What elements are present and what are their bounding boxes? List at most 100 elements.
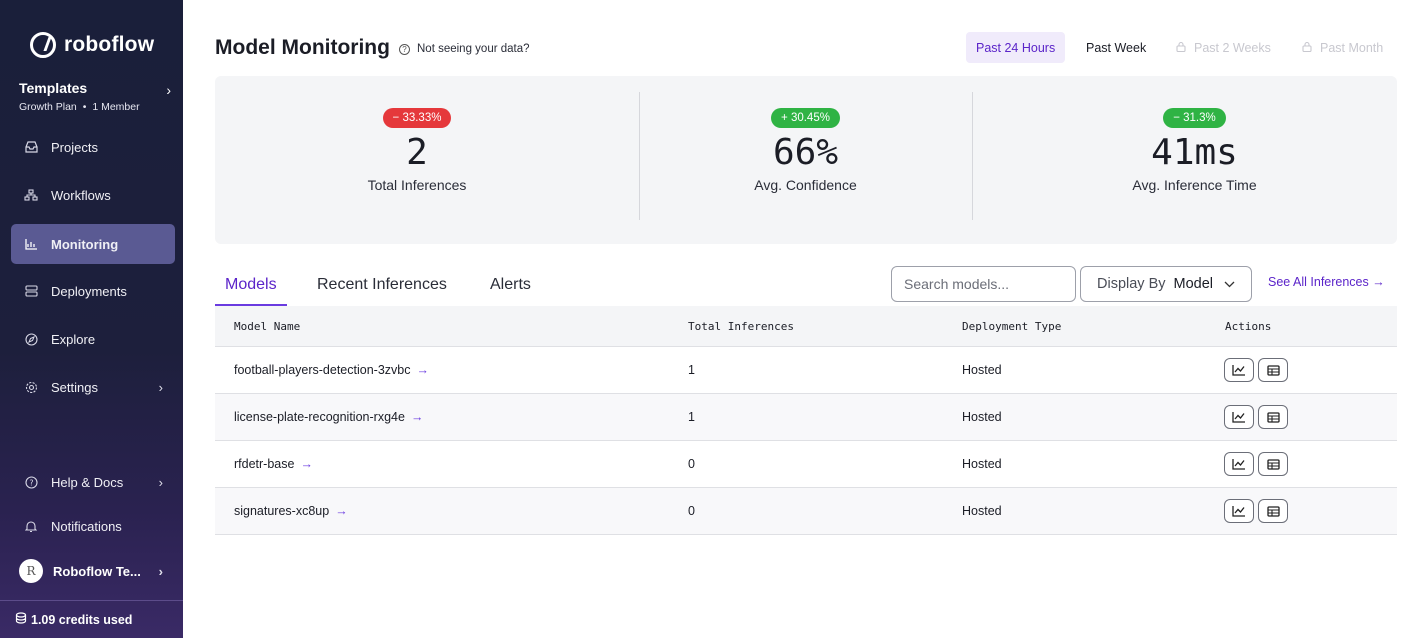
column-header-actions: Actions (1225, 320, 1272, 333)
model-name-link[interactable]: football-players-detection-3zvbc → (234, 363, 429, 377)
view-chart-button[interactable] (1224, 358, 1254, 382)
sidebar-item-label: Explore (51, 331, 96, 347)
deployment-type-value: Hosted (962, 457, 1002, 471)
table-icon (1266, 458, 1280, 470)
display-by-label: Display By (1097, 276, 1166, 292)
coins-icon (15, 612, 27, 627)
sidebar-item-explore[interactable]: Explore (11, 319, 175, 359)
stat-avg-inference-time: − 31.3% 41ms Avg. Inference Time (972, 76, 1417, 244)
arrow-right-icon: → (300, 457, 313, 471)
tab-recent-inferences[interactable]: Recent Inferences (317, 276, 447, 293)
tab-alerts[interactable]: Alerts (490, 276, 531, 293)
question-icon: ? (24, 475, 38, 489)
credits-usage[interactable]: 1.09 credits used (0, 600, 183, 638)
chevron-down-icon (1224, 277, 1235, 291)
view-chart-button[interactable] (1224, 499, 1254, 523)
chevron-right-icon: › (158, 563, 163, 579)
display-by-select[interactable]: Display By Model (1080, 266, 1252, 302)
workspace-plan: Growth Plan • 1 Member (19, 101, 171, 113)
line-chart-icon (1232, 412, 1245, 423)
stat-value: 66% (772, 132, 839, 173)
sidebar-item-settings[interactable]: Settings › (11, 367, 175, 407)
model-name-link[interactable]: license-plate-recognition-rxg4e → (234, 410, 423, 424)
view-table-button[interactable] (1258, 452, 1288, 476)
workspace-switcher[interactable]: Templates Growth Plan • 1 Member › (19, 80, 171, 113)
model-name: license-plate-recognition-rxg4e (234, 410, 405, 424)
workspace-plan-name: Growth Plan (19, 101, 77, 113)
stat-label: Avg. Inference Time (1132, 177, 1257, 193)
range-past-month[interactable]: Past Month (1292, 32, 1393, 63)
roboflow-logo-icon (30, 32, 56, 58)
roboflow-logo[interactable]: roboflow (30, 32, 154, 58)
stat-avg-confidence: + 30.45% 66% Avg. Confidence (639, 76, 972, 244)
table-icon (1266, 364, 1280, 376)
stat-total-inferences: − 33.33% 2 Total Inferences (215, 76, 619, 244)
model-name: signatures-xc8up (234, 504, 330, 518)
sidebar-item-projects[interactable]: Projects (11, 127, 175, 167)
chevron-right-icon: › (158, 474, 163, 490)
column-header-model-name: Model Name (234, 320, 301, 333)
see-all-inferences-link[interactable]: See All Inferences → (1268, 275, 1385, 289)
arrow-right-icon: → (335, 504, 348, 518)
brand-name: roboflow (64, 33, 155, 56)
chart-icon (24, 237, 38, 251)
view-chart-button[interactable] (1224, 452, 1254, 476)
table-icon (1266, 505, 1280, 517)
stat-value: 2 (406, 132, 428, 173)
sidebar-item-monitoring[interactable]: Monitoring (11, 224, 175, 264)
range-past-2-weeks[interactable]: Past 2 Weeks (1166, 32, 1281, 63)
view-table-button[interactable] (1258, 405, 1288, 429)
total-inferences-value: 0 (688, 457, 695, 471)
view-table-button[interactable] (1258, 358, 1288, 382)
model-name: football-players-detection-3zvbc (234, 363, 411, 377)
sidebar-item-workflows[interactable]: Workflows (11, 175, 175, 215)
arrow-right-icon: → (416, 363, 429, 377)
svg-text:?: ? (29, 478, 33, 487)
view-chart-button[interactable] (1224, 405, 1254, 429)
table-row: license-plate-recognition-rxg4e → 1 Hoste… (215, 394, 1397, 441)
tab-models[interactable]: Models (215, 276, 287, 306)
range-label: Past Month (1320, 40, 1384, 55)
range-label: Past 2 Weeks (1194, 40, 1271, 55)
arrow-right-icon: → (410, 410, 424, 424)
deployment-type-value: Hosted (962, 410, 1002, 424)
stat-value: 41ms (1151, 132, 1238, 173)
model-name-link[interactable]: rfdetr-base → (234, 457, 313, 471)
user-menu[interactable]: R Roboflow Te... › (19, 558, 171, 584)
trend-badge: + 30.45% (771, 108, 840, 128)
range-past-24-hours[interactable]: Past 24 Hours (966, 32, 1066, 63)
stat-label: Avg. Confidence (754, 177, 857, 193)
credits-text: 1.09 credits used (31, 612, 133, 627)
question-icon: ? (399, 43, 410, 55)
stats-panel: − 33.33% 2 Total Inferences + 30.45% 66%… (215, 76, 1397, 244)
gear-icon (24, 380, 38, 394)
total-inferences-value: 1 (688, 363, 695, 377)
total-inferences-value: 1 (688, 410, 695, 424)
deployment-type-value: Hosted (962, 363, 1002, 377)
line-chart-icon (1232, 459, 1245, 470)
total-inferences-value: 0 (688, 504, 695, 518)
server-icon (24, 284, 38, 298)
range-past-week[interactable]: Past Week (1076, 32, 1156, 63)
lock-icon (1176, 41, 1186, 55)
model-name-link[interactable]: signatures-xc8up → (234, 504, 348, 518)
search-input[interactable] (891, 266, 1076, 302)
table-row: football-players-detection-3zvbc → 1 Host… (215, 347, 1397, 394)
sidebar-item-notifications[interactable]: Notifications (11, 506, 175, 546)
sidebar-item-label: Notifications (51, 518, 122, 534)
workflow-icon (24, 188, 38, 202)
deployment-type-value: Hosted (962, 504, 1002, 518)
sidebar-item-deployments[interactable]: Deployments (11, 271, 175, 311)
divider (972, 92, 973, 220)
line-chart-icon (1232, 365, 1245, 376)
help-hint-text: Not seeing your data? (417, 43, 530, 55)
not-seeing-data-link[interactable]: ? Not seeing your data? (399, 43, 530, 55)
user-name: Roboflow Te... (53, 563, 141, 579)
workspace-members: 1 Member (92, 101, 140, 113)
display-by-value: Model (1173, 276, 1214, 292)
view-table-button[interactable] (1258, 499, 1288, 523)
table-header: Model Name Total Inferences Deployment T… (215, 306, 1397, 347)
sidebar-item-help-docs[interactable]: ? Help & Docs › (11, 462, 175, 502)
table-row: signatures-xc8up → 0 Hosted (215, 488, 1397, 535)
workspace-name: Templates (19, 80, 88, 96)
